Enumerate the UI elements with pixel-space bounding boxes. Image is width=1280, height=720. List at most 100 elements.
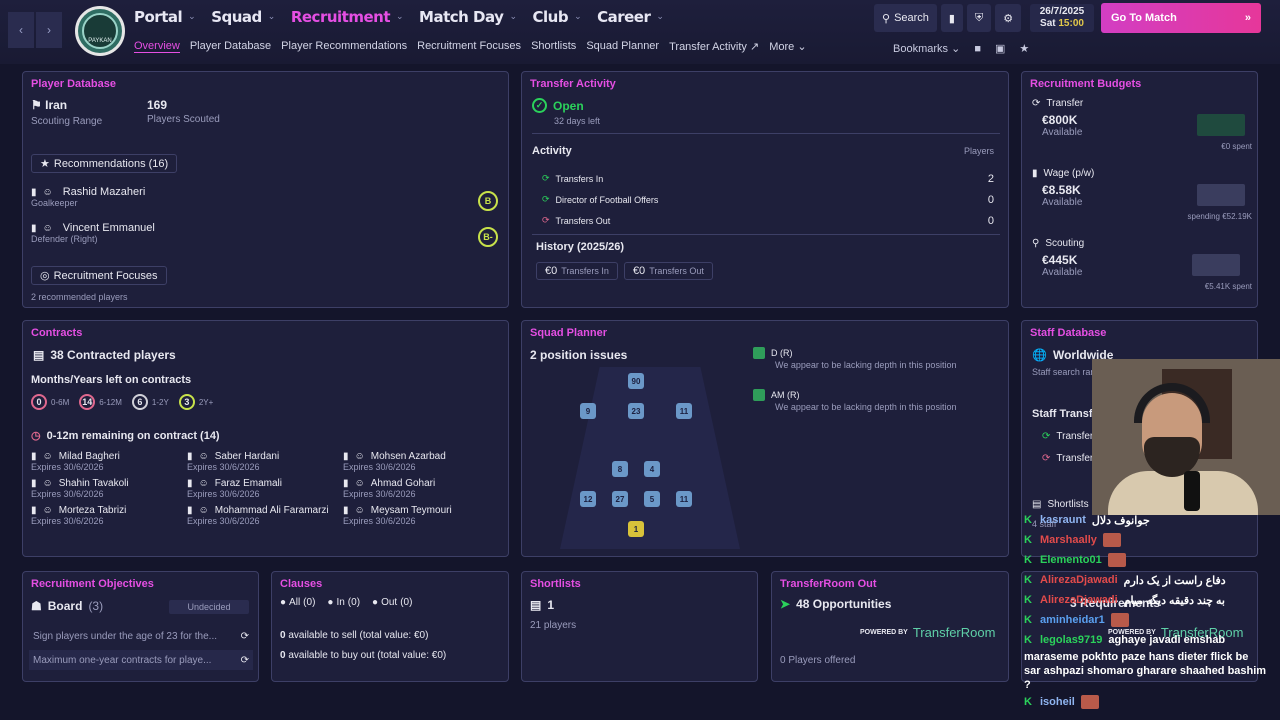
tab-transfer-activity[interactable]: Transfer Activity ↗: [669, 41, 760, 53]
history-chips: €0 Transfers In €0 Transfers Out: [536, 262, 713, 280]
panel-title: Squad Planner: [530, 327, 608, 339]
tab-squad-planner[interactable]: Squad Planner: [586, 40, 660, 52]
club-crest-button[interactable]: ⛨: [966, 4, 992, 32]
contract-player[interactable]: ▮ ☺ Faraz Emamali Expires 30/6/2026: [187, 478, 282, 499]
objective-row[interactable]: Maximum one-year contracts for playe... ⟳: [29, 650, 253, 670]
staff-transfer-row[interactable]: ⟳ Transfers: [1042, 431, 1099, 442]
recruitment-objectives-panel[interactable]: Recruitment Objectives ☗ Board (3) Undecid…: [22, 571, 259, 682]
contracts-panel[interactable]: Contracts ▤ 38 Contracted players Months/…: [22, 320, 509, 557]
filter-in[interactable]: ● In (0): [327, 597, 361, 608]
panel-title: Clauses: [280, 578, 323, 590]
objective-status: Undecided: [169, 600, 249, 614]
player-row[interactable]: ▮ ☺ Vincent Emmanuel Defender (Right): [31, 222, 155, 244]
contract-player[interactable]: ▮ ☺ Ahmad Gohari Expires 30/6/2026: [343, 478, 436, 499]
staff-shortlists[interactable]: ▤ Shortlists: [1032, 499, 1089, 510]
contract-player[interactable]: ▮ ☺ Shahin Tavakoli Expires 30/6/2026: [31, 478, 129, 499]
shirt-icon: ▮: [1032, 168, 1038, 179]
clipboard-icon[interactable]: ▣: [994, 43, 1006, 55]
player-shirt[interactable]: 5: [644, 491, 660, 507]
player-shirt[interactable]: 12: [580, 491, 596, 507]
history-chip[interactable]: €0 Transfers In: [536, 262, 618, 280]
clock-icon: ◷: [31, 430, 41, 442]
tab-player-recommendations[interactable]: Player Recommendations: [281, 40, 408, 52]
staff-transfer-row[interactable]: ⟳ Transfers: [1042, 453, 1099, 464]
transferroom-in-panel[interactable]: 3 Requirements POWERED BY TransferRoom: [1021, 571, 1258, 682]
player-shirt[interactable]: 11: [676, 403, 692, 419]
nav-item-portal[interactable]: Portal ⌄: [134, 8, 196, 26]
player-row[interactable]: ▮ ☺ Rashid Mazaheri Goalkeeper: [31, 186, 146, 208]
filter-out[interactable]: ● Out (0): [372, 597, 413, 608]
recommendations-button[interactable]: ★ Recommendations (16): [31, 154, 178, 173]
chat-line: ?: [1024, 679, 1031, 691]
player-shirt[interactable]: 23: [628, 403, 644, 419]
nav-item-recruitment[interactable]: Recruitment ⌄: [290, 8, 404, 26]
squad-planner-panel[interactable]: Squad Planner 2 position issues 90 9 23 …: [521, 320, 1009, 557]
check-circle-icon: ✓: [532, 98, 547, 113]
contract-player[interactable]: ▮ ☺ Saber Hardani Expires 30/6/2026: [187, 451, 280, 472]
focuses-sub: 2 recommended players: [31, 292, 128, 302]
trophy-icon[interactable]: ★: [1019, 43, 1030, 55]
club-logo[interactable]: PAYKAN: [75, 6, 125, 56]
shortlist-players: 21 players: [530, 620, 577, 631]
scouting-country: ⚑ Iran: [31, 98, 68, 112]
transferroom-panel[interactable]: TransferRoom Out ➤ 48 Opportunities POWER…: [771, 571, 1009, 682]
contract-player[interactable]: ▮ ☺ Milad Bagheri Expires 30/6/2026: [31, 451, 120, 472]
shield-icon: ⛨: [974, 11, 984, 24]
chevron-left-icon[interactable]: ‹: [8, 12, 34, 48]
filter-all[interactable]: ● All (0): [280, 597, 316, 608]
emote-icon: [1102, 533, 1121, 547]
nav-item-club[interactable]: Club ⌄: [532, 8, 582, 26]
tab-recruitment-focuses[interactable]: Recruitment Focuses: [417, 40, 522, 52]
objective-row[interactable]: Sign players under the age of 23 for the…: [33, 630, 249, 642]
player-shirt[interactable]: 4: [644, 461, 660, 477]
tab-overview[interactable]: Overview: [134, 40, 180, 53]
clauses-panel[interactable]: Clauses ● All (0) ● In (0) ● Out (0) 0 availab…: [271, 571, 509, 682]
recruitment-budgets-panel[interactable]: Recruitment Budgets ⟳ Transfer €800K Avai…: [1021, 71, 1258, 308]
history-chip[interactable]: €0 Transfers Out: [623, 262, 713, 280]
activity-row[interactable]: ⟳ Director of Football Offers 0: [542, 193, 994, 206]
settings-button[interactable]: ⚙: [995, 4, 1022, 32]
bucket-count: 14: [79, 394, 96, 410]
go-to-match-button[interactable]: Go To Match»: [1101, 3, 1261, 33]
staff-transfers-title: Staff Transfers: [1032, 408, 1110, 420]
tab-more[interactable]: More ⌄: [769, 41, 807, 53]
nav-item-squad[interactable]: Squad ⌄: [211, 8, 275, 26]
nav-item-career[interactable]: Career ⌄: [597, 8, 664, 26]
panel-title: TransferRoom Out: [780, 578, 877, 590]
shortlists-panel[interactable]: Shortlists ▤ 1 21 players: [521, 571, 758, 682]
player-shirt[interactable]: 27: [612, 491, 628, 507]
panel-title: Recruitment Budgets: [1030, 78, 1142, 90]
position-issue[interactable]: AM (R) We appear to be lacking depth in …: [753, 389, 956, 412]
player-shirt[interactable]: 90: [628, 373, 644, 389]
date-display[interactable]: 26/7/2025 Sat 15:00: [1030, 4, 1094, 32]
contract-player[interactable]: ▮ ☺ Mohammad Ali Faramarzi Expires 30/6/202…: [187, 505, 329, 526]
remaining-title: ◷ 0-12m remaining on contract (14): [31, 429, 220, 443]
bookmark-button[interactable]: ▮: [940, 4, 963, 32]
player-shirt[interactable]: 1: [628, 521, 644, 537]
search-button[interactable]: ⚲ Search: [874, 4, 937, 32]
contract-player[interactable]: ▮ ☺ Mohsen Azarbad Expires 30/6/2026: [343, 451, 446, 472]
bookmarks-dropdown[interactable]: Bookmarks ⌄: [893, 43, 961, 55]
shirt-icon: ▮: [31, 186, 37, 198]
contract-player[interactable]: ▮ ☺ Meysam Teymouri Expires 30/6/2026: [343, 505, 452, 526]
player-shirt[interactable]: 11: [676, 491, 692, 507]
coins-icon: ●: [280, 597, 287, 608]
chevron-right-icon[interactable]: ›: [36, 12, 62, 48]
nav-item-match-day[interactable]: Match Day ⌄: [419, 8, 517, 26]
recruitment-focuses-button[interactable]: ◎ Recruitment Focuses: [31, 266, 167, 285]
tab-shortlists[interactable]: Shortlists: [531, 40, 577, 52]
player-database-panel[interactable]: Player Database ⚑ Iran Scouting Range 16…: [22, 71, 509, 308]
player-shirt[interactable]: 9: [580, 403, 596, 419]
activity-row[interactable]: ⟳ Transfers Out 0: [542, 214, 994, 227]
player-shirt[interactable]: 8: [612, 461, 628, 477]
transfer-activity-panel[interactable]: Transfer Activity ✓ Open 32 days left Act…: [521, 71, 1009, 308]
position-issue[interactable]: D (R) We appear to be lacking depth in t…: [753, 347, 956, 370]
chevron-down-icon: ⌄: [395, 12, 404, 22]
tab-player-database[interactable]: Player Database: [189, 40, 272, 52]
activity-row[interactable]: ⟳ Transfers In 2: [542, 172, 994, 185]
chat-icon[interactable]: ■: [974, 42, 981, 55]
contract-player[interactable]: ▮ ☺ Morteza Tabrizi Expires 30/6/2026: [31, 505, 127, 526]
clause-filters: ● All (0) ● In (0) ● Out (0): [280, 597, 412, 608]
